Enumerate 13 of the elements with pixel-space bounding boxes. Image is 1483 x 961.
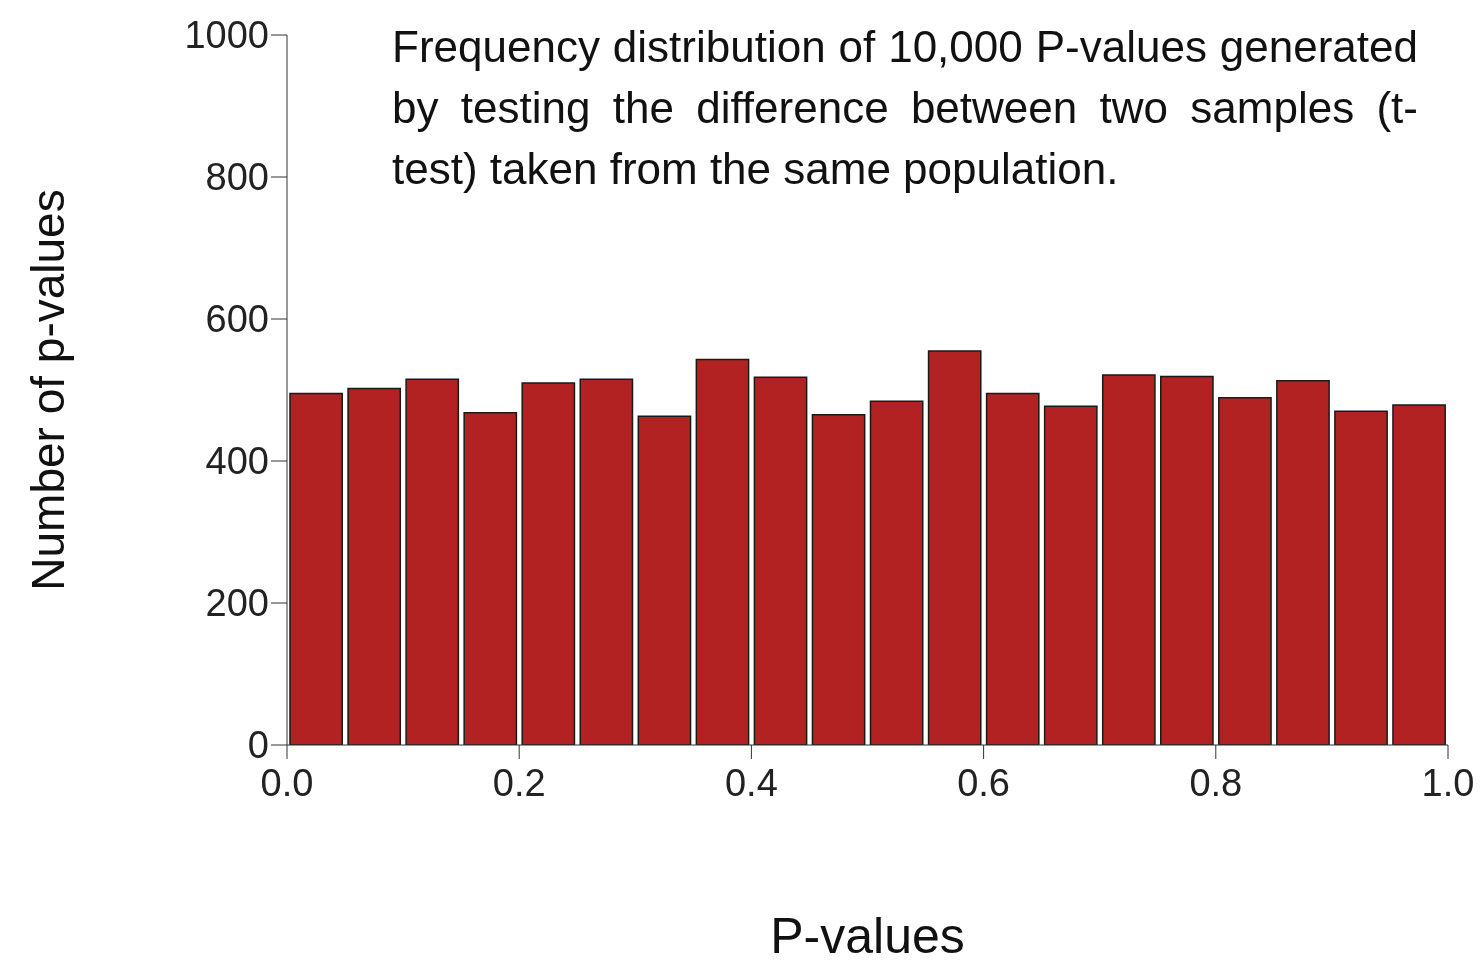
x-axis-title: P-values: [770, 908, 965, 961]
y-tick-label: 200: [205, 582, 269, 625]
y-axis-title: Number of p-values: [22, 189, 75, 591]
x-tick-label: 0.4: [724, 761, 778, 804]
x-tick-label: 0.6: [957, 761, 1011, 804]
y-tick-label: 400: [205, 440, 269, 483]
x-tick-label: 0.2: [492, 761, 546, 804]
x-tick-label: 1.0: [1421, 761, 1475, 804]
text: Frequency distribution of 10,000 P-values generated by testing the difference between two samples (t-test) taken from the same population.: [392, 21, 1418, 195]
x-tick-label: 0.8: [1189, 761, 1243, 804]
y-tick-label: 800: [205, 156, 269, 199]
y-tick-label: 600: [205, 298, 269, 341]
y-tick-label: 1000: [184, 14, 269, 57]
